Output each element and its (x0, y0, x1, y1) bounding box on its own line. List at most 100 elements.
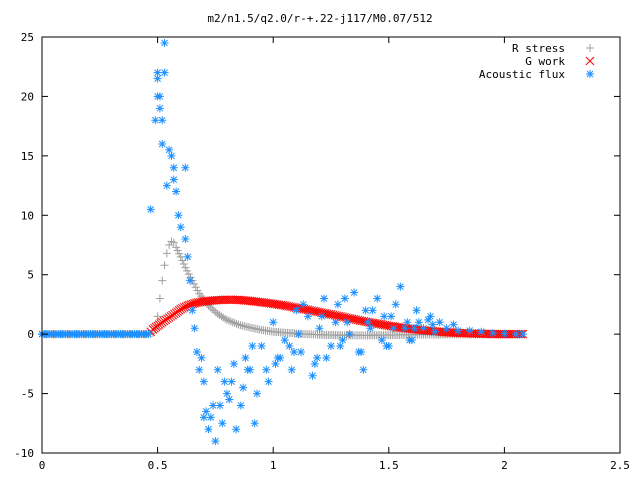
data-point (155, 104, 164, 113)
data-point (158, 139, 167, 148)
data-point (206, 413, 215, 422)
data-point (313, 353, 322, 362)
data-point (192, 347, 201, 356)
data-point (195, 365, 204, 374)
data-point (169, 238, 178, 247)
data-point (153, 68, 162, 77)
data-point (303, 312, 312, 321)
data-point (153, 74, 162, 83)
data-point (229, 359, 238, 368)
data-point (414, 318, 423, 327)
data-point (345, 330, 354, 339)
y-tick-label: -10 (14, 447, 34, 460)
data-point (160, 68, 169, 77)
legend-marker (586, 44, 594, 52)
data-point (176, 252, 185, 261)
data-point (340, 294, 349, 303)
data-point (442, 324, 451, 333)
data-point (193, 286, 202, 295)
data-point (211, 437, 220, 446)
data-point (174, 211, 183, 220)
data-point (193, 298, 203, 307)
data-point (262, 365, 271, 374)
data-point (151, 116, 160, 125)
legend-marker (585, 56, 595, 66)
data-point (220, 377, 229, 386)
data-point (285, 342, 294, 351)
data-point (449, 320, 458, 329)
data-point (169, 175, 178, 184)
data-point (308, 371, 317, 380)
data-point (315, 324, 324, 333)
data-point (185, 276, 194, 285)
y-tick-label: 5 (27, 269, 34, 282)
data-point (179, 260, 188, 269)
data-point (230, 319, 239, 328)
x-tick-label: 1.5 (379, 459, 399, 472)
data-point (213, 365, 222, 374)
data-point (216, 401, 225, 410)
legend-marker (586, 70, 594, 78)
x-tick-label: 0 (39, 459, 46, 472)
legend-label: Acoustic flux (479, 68, 565, 81)
data-point (175, 249, 184, 258)
data-point (419, 324, 428, 333)
data-point (167, 151, 176, 160)
data-point (373, 294, 382, 303)
data-point (232, 425, 241, 434)
data-point (387, 312, 396, 321)
data-point (320, 294, 329, 303)
data-point (368, 306, 377, 315)
data-point (396, 282, 405, 291)
data-point (380, 312, 389, 321)
data-point (199, 413, 208, 422)
data-point (294, 330, 303, 339)
data-point (296, 347, 305, 356)
y-tick-label: 15 (21, 150, 34, 163)
data-point (412, 306, 421, 315)
data-point (204, 425, 213, 434)
data-point (322, 353, 331, 362)
y-tick-label: 25 (21, 31, 34, 44)
data-point (181, 163, 190, 172)
data-point (146, 205, 155, 214)
data-point (500, 329, 509, 338)
plot-frame (41, 36, 621, 454)
data-point (280, 336, 289, 345)
data-point (190, 298, 199, 308)
y-tick-label: 20 (21, 90, 34, 103)
data-point (403, 318, 412, 327)
data-point (292, 306, 301, 315)
data-point (197, 353, 206, 362)
data-point (465, 326, 474, 335)
data-point (511, 330, 520, 339)
data-point (190, 324, 199, 333)
data-point (206, 303, 215, 312)
data-point (243, 365, 252, 374)
data-point (222, 389, 231, 398)
data-point (410, 324, 419, 333)
data-point (181, 235, 190, 244)
data-point (239, 383, 248, 392)
data-point (428, 320, 437, 329)
data-point (359, 365, 368, 374)
data-point (224, 316, 233, 325)
data-point (350, 288, 359, 297)
data-point (165, 145, 174, 154)
data-point (183, 266, 192, 275)
data-point (183, 252, 192, 261)
data-point (209, 401, 218, 410)
legend-label: R stress (512, 42, 565, 55)
data-point (208, 304, 217, 313)
chart-title: m2/n1.5/q2.0/r-+.22-j117/M0.07/512 (207, 12, 432, 25)
data-point (431, 327, 440, 336)
data-point (218, 419, 227, 428)
data-point (299, 300, 308, 309)
data-point (227, 377, 236, 386)
data-point (153, 92, 162, 101)
data-point (361, 306, 370, 315)
data-point (310, 359, 319, 368)
data-point (181, 263, 190, 272)
data-point (153, 312, 162, 321)
